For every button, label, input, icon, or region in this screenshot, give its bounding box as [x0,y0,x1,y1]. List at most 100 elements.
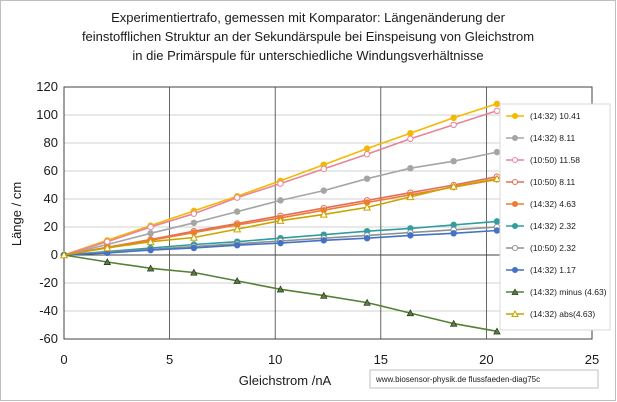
y-tick-label: 60 [44,163,58,178]
data-point [233,194,241,201]
y-tick-label: 120 [36,79,58,94]
y-tick-label: -20 [39,275,58,290]
data-point [146,264,155,272]
data-point [104,238,111,245]
chart-title-line-1: Experimentiertrafo, gemessen mit Kompara… [111,10,505,25]
credit-box-frame [369,369,599,389]
data-point [190,210,198,217]
x-tick-label: 20 [479,352,493,367]
x-axis-title: Gleichstrom /nA [239,373,332,388]
y-tick-label: -60 [39,331,58,346]
y-tick-label: 100 [36,107,58,122]
data-point [493,218,501,225]
legend-entry: (14:32) abs(4.63) [506,309,595,319]
data-point [103,258,111,266]
data-point [511,244,519,252]
legend-entry: (10:50) 8.11 [506,177,575,187]
y-tick-label: -40 [39,303,58,318]
data-point [493,100,501,108]
tick-labels: -60 -40 -20 0 20 40 60 80 100 120 0 5 10 15 20 25 [36,79,599,367]
data-point [363,145,371,152]
data-point [147,223,154,231]
legend-entry: (14:32) 10.41 [506,111,581,121]
plot-series [59,100,501,335]
legend-entry: (14:32) 2.32 [506,221,576,231]
data-point [449,182,458,190]
data-point [320,187,327,194]
legend-entry: (14:32) minus (4.63) [506,287,607,297]
data-point [147,230,154,237]
legend-entry: (10:50) 11.58 [506,155,580,165]
data-point [103,243,112,252]
legend-entry: (14:32) 8.11 [506,133,575,143]
legend-label: (14:32) 4.63 [530,199,576,209]
data-point [450,230,457,237]
data-point [233,241,241,249]
data-point [363,298,371,306]
x-tick-label: 25 [585,352,599,367]
data-point [511,309,519,318]
y-tick-label: 20 [44,219,58,234]
data-point [363,150,371,158]
data-point [320,165,327,173]
series-8 [60,227,501,259]
data-point [511,134,519,142]
data-point [407,232,414,239]
data-point [189,233,198,241]
data-point [493,227,501,234]
data-point [492,174,501,182]
legend-entry: (14:32) 4.63 [506,199,576,209]
legend-entry: (10:50) 2.32 [506,243,576,253]
data-point [511,112,519,120]
data-point [363,175,371,182]
data-point [511,288,519,295]
data-point [319,210,328,218]
legend-label: (10:50) 11.58 [530,155,580,165]
data-point [233,277,241,284]
x-tick-label: 5 [166,352,173,367]
data-point [511,178,519,186]
x-tick-label: 0 [60,352,67,367]
legend-label: (14:32) abs(4.63) [530,309,595,319]
series-9 [60,251,501,335]
data-point [511,200,519,208]
data-point [320,237,327,244]
chart-title-line-3: in die Primärspule für unterschiedliche … [132,48,483,63]
data-point [233,208,241,215]
chart-title: Experimentiertrafo, gemessen mit Kompara… [82,10,534,63]
data-point [450,121,457,129]
data-point [406,309,415,317]
data-point [276,216,285,224]
y-axis-title: Länge / cm [9,182,24,246]
y-tick-label: 40 [44,191,58,206]
data-point [363,234,371,242]
data-point [277,180,284,187]
legend-label: (14:32) 8.11 [530,133,575,143]
data-point [147,246,154,254]
data-point [146,237,155,245]
legend-entry: (14:32) 1.17 [506,265,576,275]
data-point [493,148,501,156]
series-10 [59,174,501,259]
data-point [511,222,519,230]
legend-label: (14:32) 2.32 [530,221,576,231]
data-point [190,268,198,276]
data-point [407,164,414,172]
data-point [511,156,519,164]
credit-box: www.biosensor-physik.de flussfaeden-diag… [369,369,599,389]
x-tick-label: 10 [268,352,282,367]
data-point [59,250,69,259]
data-point [511,266,519,274]
data-point [233,224,242,233]
data-point [493,327,501,335]
data-point [190,219,198,227]
data-point [277,197,284,204]
x-tick-label: 15 [374,352,388,367]
data-point [276,285,285,293]
data-point [190,244,198,252]
y-tick-label: 80 [44,135,58,150]
data-point [406,192,415,201]
data-point [363,203,372,211]
